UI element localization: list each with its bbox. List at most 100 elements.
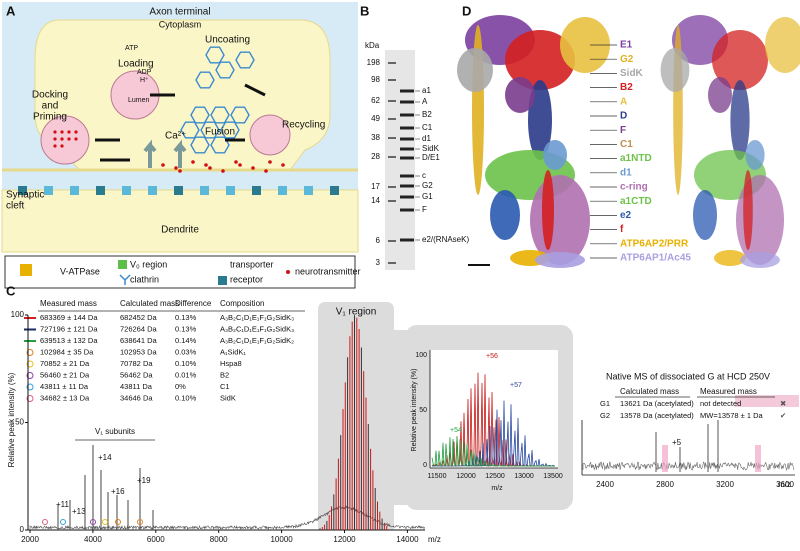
table-header: Composition <box>220 299 264 308</box>
legend-label: transporter <box>230 259 274 269</box>
inset-trace <box>432 400 555 468</box>
legend-marker <box>26 395 34 402</box>
structure-blob <box>740 252 780 268</box>
structure-blob <box>736 175 784 265</box>
chain-label: d1 <box>620 167 632 178</box>
chain-label: f <box>620 224 624 235</box>
table-cell: B2 <box>220 370 229 379</box>
hexagon <box>190 136 210 154</box>
x-tick-label: 8000 <box>210 535 228 544</box>
table-cell: ✔ <box>780 411 786 420</box>
marker-label: 198 <box>367 58 381 67</box>
table-cell: 639513 ± 132 Da <box>40 336 98 345</box>
table-cell: A₁SidK₁ <box>220 347 246 356</box>
gel-band <box>400 174 414 178</box>
label: Ca²⁺ <box>165 131 186 142</box>
neurotransmitter <box>74 137 78 141</box>
table-cell: Hspa8 <box>220 359 242 368</box>
label: H⁺ <box>140 77 149 84</box>
structure-blob <box>505 30 575 90</box>
neurotransmitter <box>60 144 64 148</box>
neurotransmitter <box>174 166 178 170</box>
gel-band <box>400 156 414 160</box>
neurotransmitter <box>60 137 64 141</box>
gel-band <box>388 118 396 120</box>
neurotransmitter <box>204 163 208 167</box>
table-cell: A₃B₂C₁D₁E₁F₁G₂SidK₃ <box>220 313 294 322</box>
legend-marker <box>26 360 34 368</box>
label: Cytoplasm <box>159 19 202 29</box>
table-cell: 0.10% <box>175 393 197 402</box>
marker-label: 38 <box>371 133 380 142</box>
label: Synaptic <box>6 190 44 201</box>
vesicle <box>249 114 291 156</box>
table-cell: 727196 ± 121 Da <box>40 324 98 333</box>
structure-blob <box>730 80 750 160</box>
hexagon <box>195 71 215 89</box>
structure-blob <box>712 30 768 90</box>
hexagon <box>235 51 255 69</box>
y-tick-label: 50 <box>15 418 24 427</box>
clathrin <box>180 46 255 154</box>
table-cell: 0.03% <box>175 347 197 356</box>
legend-label: neurotransmitter <box>295 266 361 276</box>
chain-label: A <box>620 96 627 107</box>
table-cell: 43811 ± 11 Da <box>40 382 89 391</box>
icon <box>218 276 227 285</box>
chain-label: SidK <box>620 68 644 79</box>
chain-label: B2 <box>620 82 633 93</box>
gel-band <box>400 89 414 93</box>
marker-label: 6 <box>376 236 381 245</box>
table-cell: 0% <box>175 382 186 391</box>
table-header: Difference <box>175 299 212 308</box>
band-label: G2 <box>422 181 433 190</box>
chain-label: a1CTD <box>620 196 652 207</box>
gel <box>385 50 415 270</box>
structure-blob <box>708 77 732 113</box>
neurotransmitter <box>53 130 57 134</box>
label: Loading <box>118 59 154 70</box>
receptor <box>44 186 53 195</box>
marker-label: 28 <box>371 152 380 161</box>
gel-band <box>388 79 396 81</box>
x-tick-label: 13000 <box>514 473 534 480</box>
band-label: B2 <box>422 110 432 119</box>
table-cell: 70852 ± 21 Da <box>40 359 90 368</box>
x-tick-label: 2400 <box>596 480 614 489</box>
marker-label: 62 <box>371 96 380 105</box>
hexagon <box>230 106 250 124</box>
neurotransmitter <box>74 130 78 134</box>
table-cell: 0.14% <box>175 336 197 345</box>
table-cell: 102953 Da <box>120 347 158 356</box>
table-header: Measured mass <box>700 387 757 396</box>
neurotransmitter <box>191 160 195 164</box>
y-axis-label: Relative peak intensity (%) <box>7 372 16 467</box>
gel-band <box>388 156 396 158</box>
band-label: D/E1 <box>422 153 440 162</box>
receptor <box>174 186 183 195</box>
legend-label: V-ATPase <box>60 266 100 276</box>
structure-blob <box>535 252 585 268</box>
chain-label: ATP6AP2/PRR <box>620 238 689 249</box>
gel-band <box>388 100 396 102</box>
dendrite <box>1 189 359 253</box>
vesicle <box>40 115 90 165</box>
receptor <box>278 186 287 195</box>
band-label: A <box>422 97 428 106</box>
peak-marker <box>115 519 121 525</box>
label: cleft <box>6 201 25 212</box>
label: Lumen <box>128 97 150 104</box>
charge-label: +57 <box>510 382 522 389</box>
legend-label: receptor <box>230 274 263 284</box>
table-cell: A₃B₂C₁D₁E₁F₁G₂SidK₃ <box>220 324 294 333</box>
receptor <box>96 186 105 195</box>
structure-blob <box>457 48 493 92</box>
label: Dendrite <box>161 225 199 236</box>
gel-band <box>388 186 396 188</box>
table-cell: 43811 Da <box>120 382 153 391</box>
table-cell: 34646 Da <box>120 393 153 402</box>
label: Axon terminal <box>149 7 210 18</box>
gel-band <box>388 137 396 139</box>
neurotransmitter <box>67 130 71 134</box>
panel-letter: A <box>6 3 16 18</box>
